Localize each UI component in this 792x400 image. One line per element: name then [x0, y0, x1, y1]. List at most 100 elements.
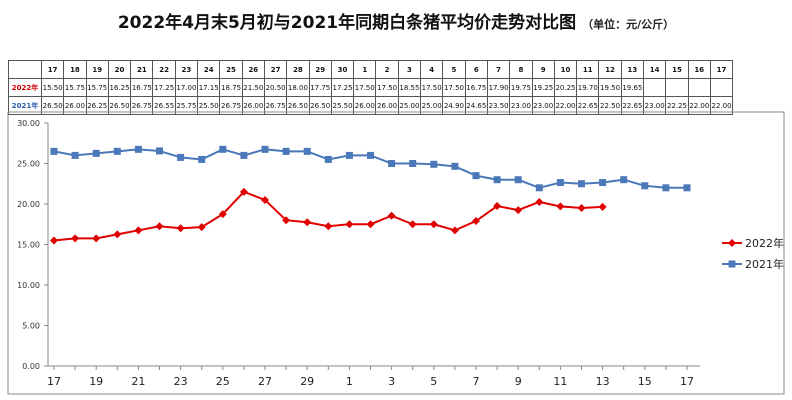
data-point-2021 [599, 179, 607, 187]
data-point-2021 [219, 145, 227, 153]
data-point-2021 [578, 180, 585, 188]
data-point-2022 [282, 216, 291, 225]
data-point-2021 [493, 176, 501, 184]
data-point-2021 [71, 151, 79, 159]
legend-marker [728, 239, 736, 247]
data-point-2021 [535, 184, 543, 192]
table-cell: 22.00 [553, 96, 578, 115]
data-point-2021 [198, 155, 206, 163]
x-tick-label: 1 [346, 375, 353, 388]
x-tick-label: 25 [216, 375, 230, 388]
data-point-2022 [387, 211, 396, 220]
table-cell: 19.25 [531, 78, 555, 97]
data-point-2022 [176, 224, 185, 233]
y-tick-label: 0.00 [22, 362, 40, 371]
data-point-2021 [282, 147, 290, 155]
y-tick-label: 25.00 [17, 160, 40, 169]
data-point-2021 [556, 179, 564, 187]
data-point-2022 [134, 226, 143, 235]
data-point-2021 [113, 147, 121, 155]
table-cell: 23.50 [486, 96, 511, 115]
x-tick-label: 9 [515, 375, 522, 388]
x-tick-label: 3 [388, 375, 395, 388]
data-point-2021 [662, 184, 670, 192]
table-cell: 22.00 [709, 96, 734, 115]
price-data-table: 17 18 19 20 21 22 23 24 25 26 27 28 29 30 1 2 3 4 5 6 7 8 9 10 1… [8, 60, 734, 115]
x-tick-label: 15 [638, 375, 652, 388]
data-point-2021 [50, 147, 58, 155]
data-point-2022 [598, 202, 607, 211]
table-row: 2022年 15.50 15.75 15.75 16.25 16.75 17.25 17.00… [8, 78, 734, 97]
data-point-2022 [429, 220, 438, 229]
table-cell: 22.00 [687, 96, 711, 115]
data-point-2021 [261, 145, 269, 153]
data-point-2022 [71, 234, 80, 243]
table-row: 2021年 26.50 26.00 26.25 26.50 26.75 26.55 25.75… [8, 96, 734, 115]
table-header-cell: 16 [687, 60, 711, 79]
x-tick-label: 13 [596, 375, 610, 388]
data-point-2022 [261, 195, 269, 204]
table-cell: 26.50 [286, 96, 310, 115]
data-point-2022 [197, 223, 206, 232]
table-cell: 26.75 [130, 96, 154, 115]
table-cell: 23.00 [509, 96, 533, 115]
data-point-2022 [577, 204, 586, 213]
data-point-2021 [303, 147, 311, 155]
data-point-2022 [514, 206, 523, 215]
y-tick-label: 5.00 [22, 322, 40, 331]
data-point-2021 [451, 162, 459, 170]
table-header-cell: 11 [576, 60, 600, 79]
table-cell: 26.75 [219, 96, 243, 115]
data-point-2022 [113, 230, 122, 239]
unit-label: （单位：元/公斤） [582, 18, 675, 31]
data-point-2021 [409, 160, 417, 167]
chart-title: 2022年4月末5月初与2021年同期白条猪平均价走势对比图 [117, 13, 577, 33]
table-cell: 22.65 [620, 96, 645, 115]
legend-label: 2021年 [745, 257, 784, 271]
y-tick-label: 15.00 [17, 241, 40, 250]
data-point-2022 [472, 217, 480, 226]
x-tick-label: 17 [47, 375, 61, 388]
data-point-2022 [366, 220, 375, 229]
chart-frame [7, 111, 785, 395]
x-tick-label: 27 [258, 375, 272, 388]
x-tick-label: 11 [553, 375, 567, 388]
table-header-row: 17 18 19 20 21 22 23 24 25 26 27 28 29 30 1 2 3 4 5 6 7 8 9 10 1… [8, 60, 734, 79]
data-point-2021 [177, 153, 185, 161]
data-point-2021 [240, 151, 248, 159]
data-point-2021 [345, 151, 353, 159]
y-tick-label: 30.00 [17, 119, 40, 128]
data-point-2021 [367, 151, 374, 159]
x-tick-label: 29 [300, 375, 314, 388]
x-tick-label: 17 [680, 375, 694, 388]
data-point-2022 [556, 202, 565, 211]
y-tick-label: 10.00 [17, 281, 40, 290]
data-point-2021 [514, 176, 522, 184]
data-point-2021 [430, 160, 438, 168]
legend-label: 2022年 [745, 236, 784, 250]
table-cell: 22.65 [576, 96, 600, 115]
x-tick-label: 21 [131, 375, 145, 388]
data-point-2021 [134, 145, 142, 153]
table-cell: 25.75 [174, 96, 199, 115]
x-tick-label: 5 [430, 375, 437, 388]
data-point-2022 [239, 187, 248, 196]
data-point-2021 [620, 176, 628, 184]
data-point-2021 [683, 184, 691, 192]
table-cell: 22.25 [665, 96, 689, 115]
table-cell: 22.50 [598, 96, 622, 115]
table-cell: 24.65 [464, 96, 488, 115]
table-header-cell: 14 [643, 60, 667, 79]
data-point-2021 [388, 160, 396, 167]
table-cell: 23.00 [531, 96, 555, 115]
table-cell: 26.25 [85, 96, 109, 115]
series-line-2022 [53, 190, 603, 242]
x-tick-label: 23 [174, 375, 188, 388]
data-point-2022 [450, 226, 459, 235]
y-tick-label: 20.00 [17, 200, 40, 209]
data-point-2022 [408, 220, 417, 229]
x-tick-label: 19 [89, 375, 103, 388]
data-point-2021 [156, 147, 163, 155]
data-point-2021 [92, 149, 100, 157]
